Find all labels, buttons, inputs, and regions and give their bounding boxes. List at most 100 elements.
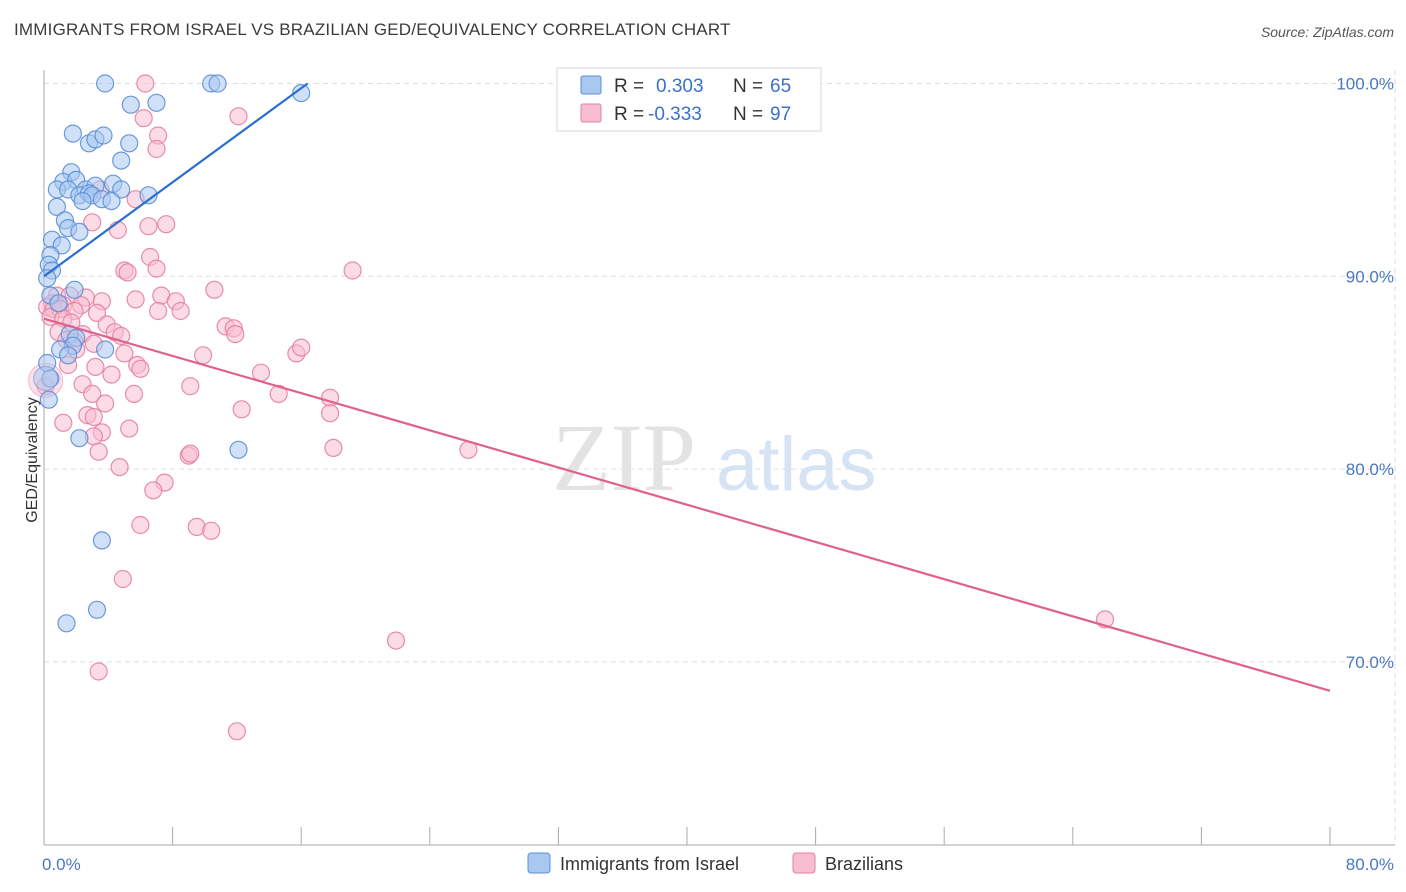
stats-n-value-brazilians: 97 bbox=[770, 104, 791, 125]
brazilian-point bbox=[292, 338, 311, 357]
brazilian-point bbox=[181, 444, 200, 463]
legend-swatch-brazilians[interactable] bbox=[792, 852, 816, 874]
y-tick-label: 100.0% bbox=[1336, 74, 1394, 93]
israel-point bbox=[102, 192, 121, 211]
brazilian-point bbox=[118, 263, 137, 282]
stats-r-value-israel: 0.303 bbox=[656, 76, 704, 97]
brazilian-point bbox=[120, 419, 139, 438]
stats-box: R = 0.303 N = 65 R = -0.333 N = 97 bbox=[556, 67, 822, 132]
israel-point bbox=[73, 192, 92, 211]
legend: Immigrants from Israel Brazilians bbox=[527, 852, 903, 874]
x-tick-label: 0.0% bbox=[42, 855, 81, 874]
brazilian-point bbox=[226, 325, 245, 344]
brazilian-point bbox=[157, 215, 176, 234]
brazilian-point bbox=[113, 569, 132, 589]
brazilian-point bbox=[89, 662, 108, 681]
israel-point bbox=[120, 134, 139, 153]
x-tick-label: 80.0% bbox=[1346, 855, 1394, 874]
brazilian-point bbox=[147, 139, 166, 159]
brazilian-point bbox=[126, 290, 145, 309]
israel-point bbox=[70, 429, 89, 448]
brazilian-point bbox=[108, 220, 128, 240]
stats-r-label-brazilians: R = bbox=[614, 104, 644, 125]
brazilian-point bbox=[194, 346, 213, 365]
brazilian-point bbox=[54, 413, 73, 432]
stats-n-label-brazilians: N = bbox=[733, 104, 763, 125]
israel-point bbox=[58, 346, 78, 365]
stats-r-value-brazilians: -0.333 bbox=[648, 104, 702, 125]
stats-swatch-brazilians bbox=[580, 103, 602, 123]
brazilian-point bbox=[131, 515, 150, 535]
brazilian-point bbox=[115, 344, 134, 363]
israel-point bbox=[63, 124, 83, 143]
brazilian-point bbox=[102, 365, 121, 384]
israel-point bbox=[38, 269, 57, 288]
israel-point bbox=[47, 197, 67, 216]
legend-label-brazilians[interactable]: Brazilians bbox=[825, 854, 903, 874]
source-label: Source: ZipAtlas.com bbox=[1260, 24, 1394, 40]
grid-lines bbox=[44, 70, 1396, 845]
brazilian-point bbox=[84, 407, 103, 427]
stats-n-label-israel: N = bbox=[733, 76, 763, 97]
israel-point bbox=[94, 126, 113, 145]
watermark: ZIP atlas bbox=[552, 404, 877, 511]
israel-point bbox=[49, 294, 68, 313]
brazilian-point bbox=[386, 631, 406, 650]
brazilian-point bbox=[83, 213, 102, 232]
israel-point bbox=[147, 93, 166, 112]
israel-point bbox=[95, 74, 115, 93]
brazilian-point bbox=[136, 74, 155, 93]
brazilian-point bbox=[134, 109, 153, 128]
chart-title: IMMIGRANTS FROM ISRAEL VS BRAZILIAN GED/… bbox=[14, 20, 731, 39]
y-tick-label: 90.0% bbox=[1346, 267, 1394, 286]
brazilian-point bbox=[229, 107, 248, 126]
israel-point bbox=[229, 440, 248, 459]
stats-r-label-israel: R = bbox=[614, 76, 644, 97]
brazilian-point bbox=[89, 442, 108, 461]
brazilian-point bbox=[147, 259, 166, 278]
israel-point bbox=[33, 365, 59, 391]
trend-lines bbox=[43, 82, 1331, 692]
watermark-zip: ZIP bbox=[552, 404, 696, 511]
brazilian-point bbox=[205, 280, 224, 299]
brazilian-point bbox=[232, 400, 251, 419]
brazilian-point bbox=[86, 357, 105, 376]
brazilian-point bbox=[202, 521, 221, 540]
brazilian-point bbox=[144, 481, 163, 500]
brazilian-point bbox=[321, 404, 340, 423]
brazilian-point bbox=[269, 384, 288, 403]
y-axis-label: GED/Equivalency bbox=[24, 397, 41, 522]
israel-trend-line bbox=[43, 82, 309, 278]
legend-label-israel[interactable]: Immigrants from Israel bbox=[560, 854, 739, 874]
israel-point bbox=[139, 186, 158, 205]
brazilian-point bbox=[171, 301, 190, 321]
israel-point bbox=[57, 614, 76, 633]
stats-swatch-israel bbox=[580, 75, 602, 95]
brazilian-point bbox=[324, 438, 343, 457]
y-tick-labels: 70.0% 80.0% 90.0% 100.0% bbox=[1336, 74, 1394, 671]
israel-point bbox=[95, 340, 115, 359]
israel-point bbox=[65, 280, 84, 299]
israel-point bbox=[39, 390, 58, 409]
y-tick-label: 70.0% bbox=[1346, 653, 1394, 672]
legend-swatch-israel[interactable] bbox=[527, 852, 551, 874]
israel-point bbox=[87, 600, 107, 619]
brazilians-points bbox=[28, 74, 1115, 741]
brazilian-point bbox=[124, 384, 144, 403]
brazilian-point bbox=[83, 384, 102, 403]
brazilian-point bbox=[149, 301, 168, 321]
brazilian-point bbox=[181, 377, 200, 396]
y-tick-label: 80.0% bbox=[1346, 460, 1394, 479]
stats-n-value-israel: 65 bbox=[770, 76, 791, 97]
axes bbox=[43, 70, 1395, 846]
brazilians-trend-line bbox=[43, 317, 1331, 692]
brazilian-point bbox=[227, 722, 246, 741]
brazilian-point bbox=[343, 261, 362, 280]
israel-point bbox=[112, 151, 131, 170]
israel-point bbox=[70, 222, 89, 241]
israel-point bbox=[208, 74, 227, 93]
israel-point bbox=[112, 180, 131, 199]
watermark-atlas: atlas bbox=[716, 422, 877, 507]
brazilian-point bbox=[87, 303, 107, 322]
